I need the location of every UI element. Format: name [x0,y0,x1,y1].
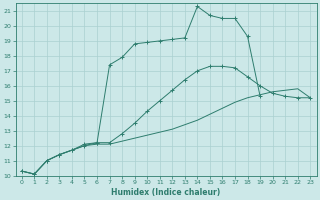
X-axis label: Humidex (Indice chaleur): Humidex (Indice chaleur) [111,188,221,197]
